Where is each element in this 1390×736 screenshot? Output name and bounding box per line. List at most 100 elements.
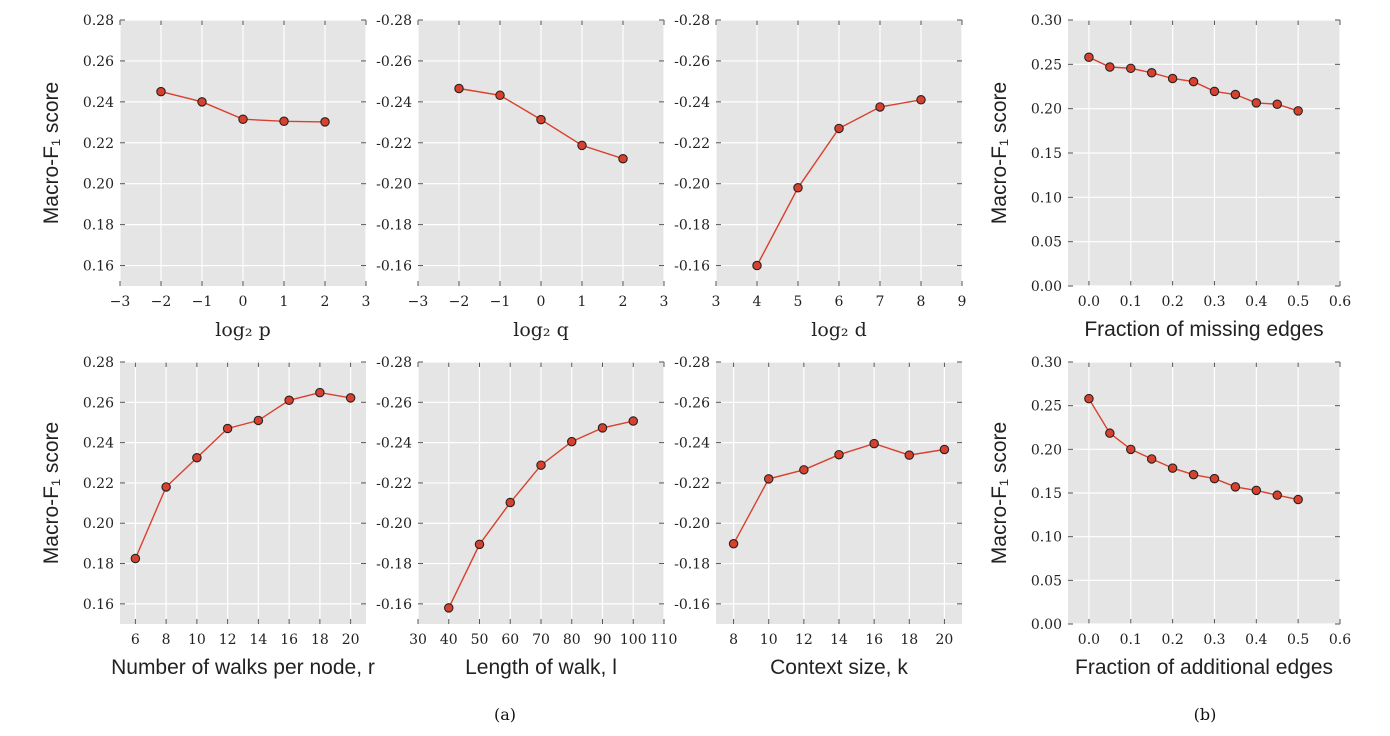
panel-b-1-data-point bbox=[1251, 98, 1262, 108]
panel-b-1: 0.0 0.1 0.2 0.3 0.4 0.5 0.6 0.00 0.05 0.10 0.15 0.2… bbox=[988, 13, 1351, 341]
panel-a-1-x-axis-label: log₂ p bbox=[215, 319, 271, 341]
panel-a-6-x-tick-label: 8 bbox=[729, 632, 738, 648]
panel-a-2-x-tick-label: 2 bbox=[619, 294, 628, 310]
panel-a-6-y-tick-label: -0.16 bbox=[674, 597, 710, 613]
panel-a-5-y-tick-label: -0.18 bbox=[376, 557, 412, 573]
panel-a-4-data-point bbox=[130, 553, 141, 564]
panel-b-2-y-axis-label: Macro-F₁ score bbox=[988, 422, 1011, 564]
panel-a-1-y-tick-label: 0.24 bbox=[83, 95, 114, 111]
panel-b-2-y-tick-label: 0.00 bbox=[1031, 617, 1062, 633]
panel-a-4-y-tick-label: 0.24 bbox=[83, 436, 114, 452]
panel-a-6-data-point bbox=[904, 450, 915, 460]
panel-b-2-y-tick-label: 0.15 bbox=[1031, 486, 1062, 502]
panel-a-2-y-tick-label: -0.20 bbox=[376, 177, 412, 193]
panel-a-6-x-tick-label: 14 bbox=[830, 632, 848, 648]
panel-a-3-y-tick-label: -0.18 bbox=[674, 218, 710, 234]
panel-a-5-data-point bbox=[536, 460, 546, 470]
panel-b-1-data-point bbox=[1146, 68, 1157, 78]
panel-a-5-y-tick-label: -0.26 bbox=[376, 395, 412, 411]
panel-a-4-y-axis-label: Macro-F₁ score bbox=[40, 422, 63, 564]
panel-b-1-y-tick-label: 0.05 bbox=[1031, 235, 1062, 251]
panel-a-1-data-point bbox=[156, 86, 166, 97]
panel-a-2-x-tick-label: −2 bbox=[449, 294, 470, 310]
panel-a-4-x-tick-label: 8 bbox=[162, 632, 171, 648]
panel-b-2-data-point bbox=[1167, 463, 1178, 473]
panel-a-6-data-point bbox=[799, 465, 809, 475]
panel-a-4: 6 8 10 12 14 16 18 20 0.16 0.18 0.20 0.22 0.24 0.26 0.… bbox=[40, 355, 375, 679]
panel-a-3-data-point bbox=[793, 183, 803, 193]
panel-a-1-y-tick-label: 0.26 bbox=[83, 54, 114, 70]
panel-a-5-x-tick-label: 110 bbox=[651, 632, 678, 648]
panel-a-3-x-tick-label: 8 bbox=[917, 294, 926, 310]
panel-b-2-x-tick-label: 0.0 bbox=[1078, 632, 1100, 648]
panel-b-1-data-point bbox=[1167, 73, 1178, 84]
panel-b-2-y-tick-label: 0.30 bbox=[1031, 355, 1062, 371]
panel-a-5-data-point bbox=[597, 423, 608, 433]
panel-a-3-y-tick-label: -0.22 bbox=[674, 136, 710, 152]
panel-a-2-data-point bbox=[577, 140, 587, 151]
panel-a-1-y-tick-label: 0.18 bbox=[83, 218, 114, 234]
panel-a-5-x-tick-label: 60 bbox=[501, 632, 519, 648]
panel-a-1-data-point bbox=[320, 117, 330, 127]
panel-a-3-y-tick-label: -0.24 bbox=[674, 95, 710, 111]
caption-a: (a) bbox=[494, 705, 516, 724]
panel-b-1-y-tick-label: 0.00 bbox=[1031, 279, 1062, 295]
panel-a-6-y-tick-label: -0.28 bbox=[674, 355, 710, 371]
panel-a-4-plot-area bbox=[120, 362, 366, 624]
panel-a-3-x-tick-label: 5 bbox=[794, 294, 803, 310]
panel-a-3-data-point bbox=[875, 102, 885, 112]
panel-a-2-x-tick-label: −3 bbox=[408, 294, 429, 310]
panel-a-4-x-axis-label: Number of walks per node, r bbox=[111, 656, 375, 679]
panel-a-4-y-tick-label: 0.26 bbox=[83, 395, 114, 411]
panel-a-2-x-tick-label: −1 bbox=[490, 294, 511, 310]
panel-a-6-data-point bbox=[763, 474, 774, 484]
panel-a-2-data-point bbox=[495, 90, 505, 101]
panel-a-4-data-point bbox=[284, 395, 294, 406]
panel-a-2-y-tick-label: -0.16 bbox=[376, 259, 412, 275]
panel-a-4-x-tick-label: 20 bbox=[342, 632, 360, 648]
panel-a-6-x-tick-label: 12 bbox=[795, 632, 813, 648]
panel-b-2-data-point bbox=[1188, 469, 1199, 480]
panel-b-2-x-tick-label: 0.1 bbox=[1120, 632, 1142, 648]
panel-a-1-data-point bbox=[238, 114, 248, 124]
panel-a-1-y-tick-label: 0.16 bbox=[83, 259, 114, 275]
panel-a-2-y-tick-label: -0.28 bbox=[376, 13, 412, 29]
panel-a-1-y-tick-label: 0.22 bbox=[83, 136, 114, 152]
panel-a-6-x-tick-label: 20 bbox=[936, 632, 954, 648]
panel-a-5: 30 40 50 60 70 80 90 100 110 -0.16 -0.18 -0.20 -0.22… bbox=[376, 355, 677, 679]
panel-a-6-x-tick-label: 16 bbox=[865, 632, 883, 648]
panel-b-2-data-point bbox=[1230, 482, 1241, 492]
panel-a-5-x-axis-label: Length of walk, l bbox=[465, 656, 617, 679]
panel-b-2-data-point bbox=[1209, 473, 1220, 484]
panel-b-1-x-tick-label: 0.0 bbox=[1078, 294, 1100, 310]
panel-b-1-x-tick-label: 0.6 bbox=[1329, 294, 1351, 310]
panel-b-2: 0.0 0.1 0.2 0.3 0.4 0.5 0.6 0.00 0.05 0.10 0.15 0.2… bbox=[988, 355, 1351, 679]
panel-a-5-data-point bbox=[566, 436, 577, 447]
panel-a-2-data-point bbox=[454, 83, 464, 94]
panel-a-1-x-tick-label: −1 bbox=[192, 294, 213, 310]
panel-a-2: −3 −2 −1 0 1 2 3 -0.16 -0.18 -0.20 -0.22 -0.24 -0.26… bbox=[376, 13, 668, 341]
panel-a-2-y-tick-label: -0.18 bbox=[376, 218, 412, 234]
panel-a-4-y-tick-label: 0.28 bbox=[83, 355, 114, 371]
panel-a-6-y-tick-label: -0.18 bbox=[674, 557, 710, 573]
panel-a-4-x-tick-label: 16 bbox=[280, 632, 298, 648]
panel-a-1-data-point bbox=[197, 97, 207, 107]
panel-b-1-data-point bbox=[1105, 62, 1115, 72]
panel-a-6-y-tick-label: -0.22 bbox=[674, 476, 710, 492]
panel-a-4-y-tick-label: 0.22 bbox=[83, 476, 114, 492]
panel-b-2-y-tick-label: 0.25 bbox=[1031, 399, 1062, 415]
panel-a-5-x-tick-label: 30 bbox=[409, 632, 427, 648]
panel-a-1-data-point bbox=[279, 116, 289, 127]
panel-a-3-x-tick-label: 4 bbox=[753, 294, 762, 310]
panel-b-2-data-point bbox=[1251, 485, 1262, 496]
panel-b-1-x-tick-label: 0.4 bbox=[1245, 294, 1267, 310]
panel-a-6-y-tick-label: -0.24 bbox=[674, 436, 710, 452]
panel-a-2-x-tick-label: 1 bbox=[578, 294, 587, 310]
panel-a-4-data-point bbox=[345, 393, 356, 403]
panel-a-5-data-point bbox=[443, 603, 454, 613]
caption-b: (b) bbox=[1194, 705, 1217, 724]
panel-a-5-x-tick-label: 100 bbox=[620, 632, 647, 648]
panel-b-2-y-tick-label: 0.20 bbox=[1031, 442, 1062, 458]
panel-a-4-data-point bbox=[161, 482, 171, 492]
panel-a-3-y-tick-label: -0.20 bbox=[674, 177, 710, 193]
